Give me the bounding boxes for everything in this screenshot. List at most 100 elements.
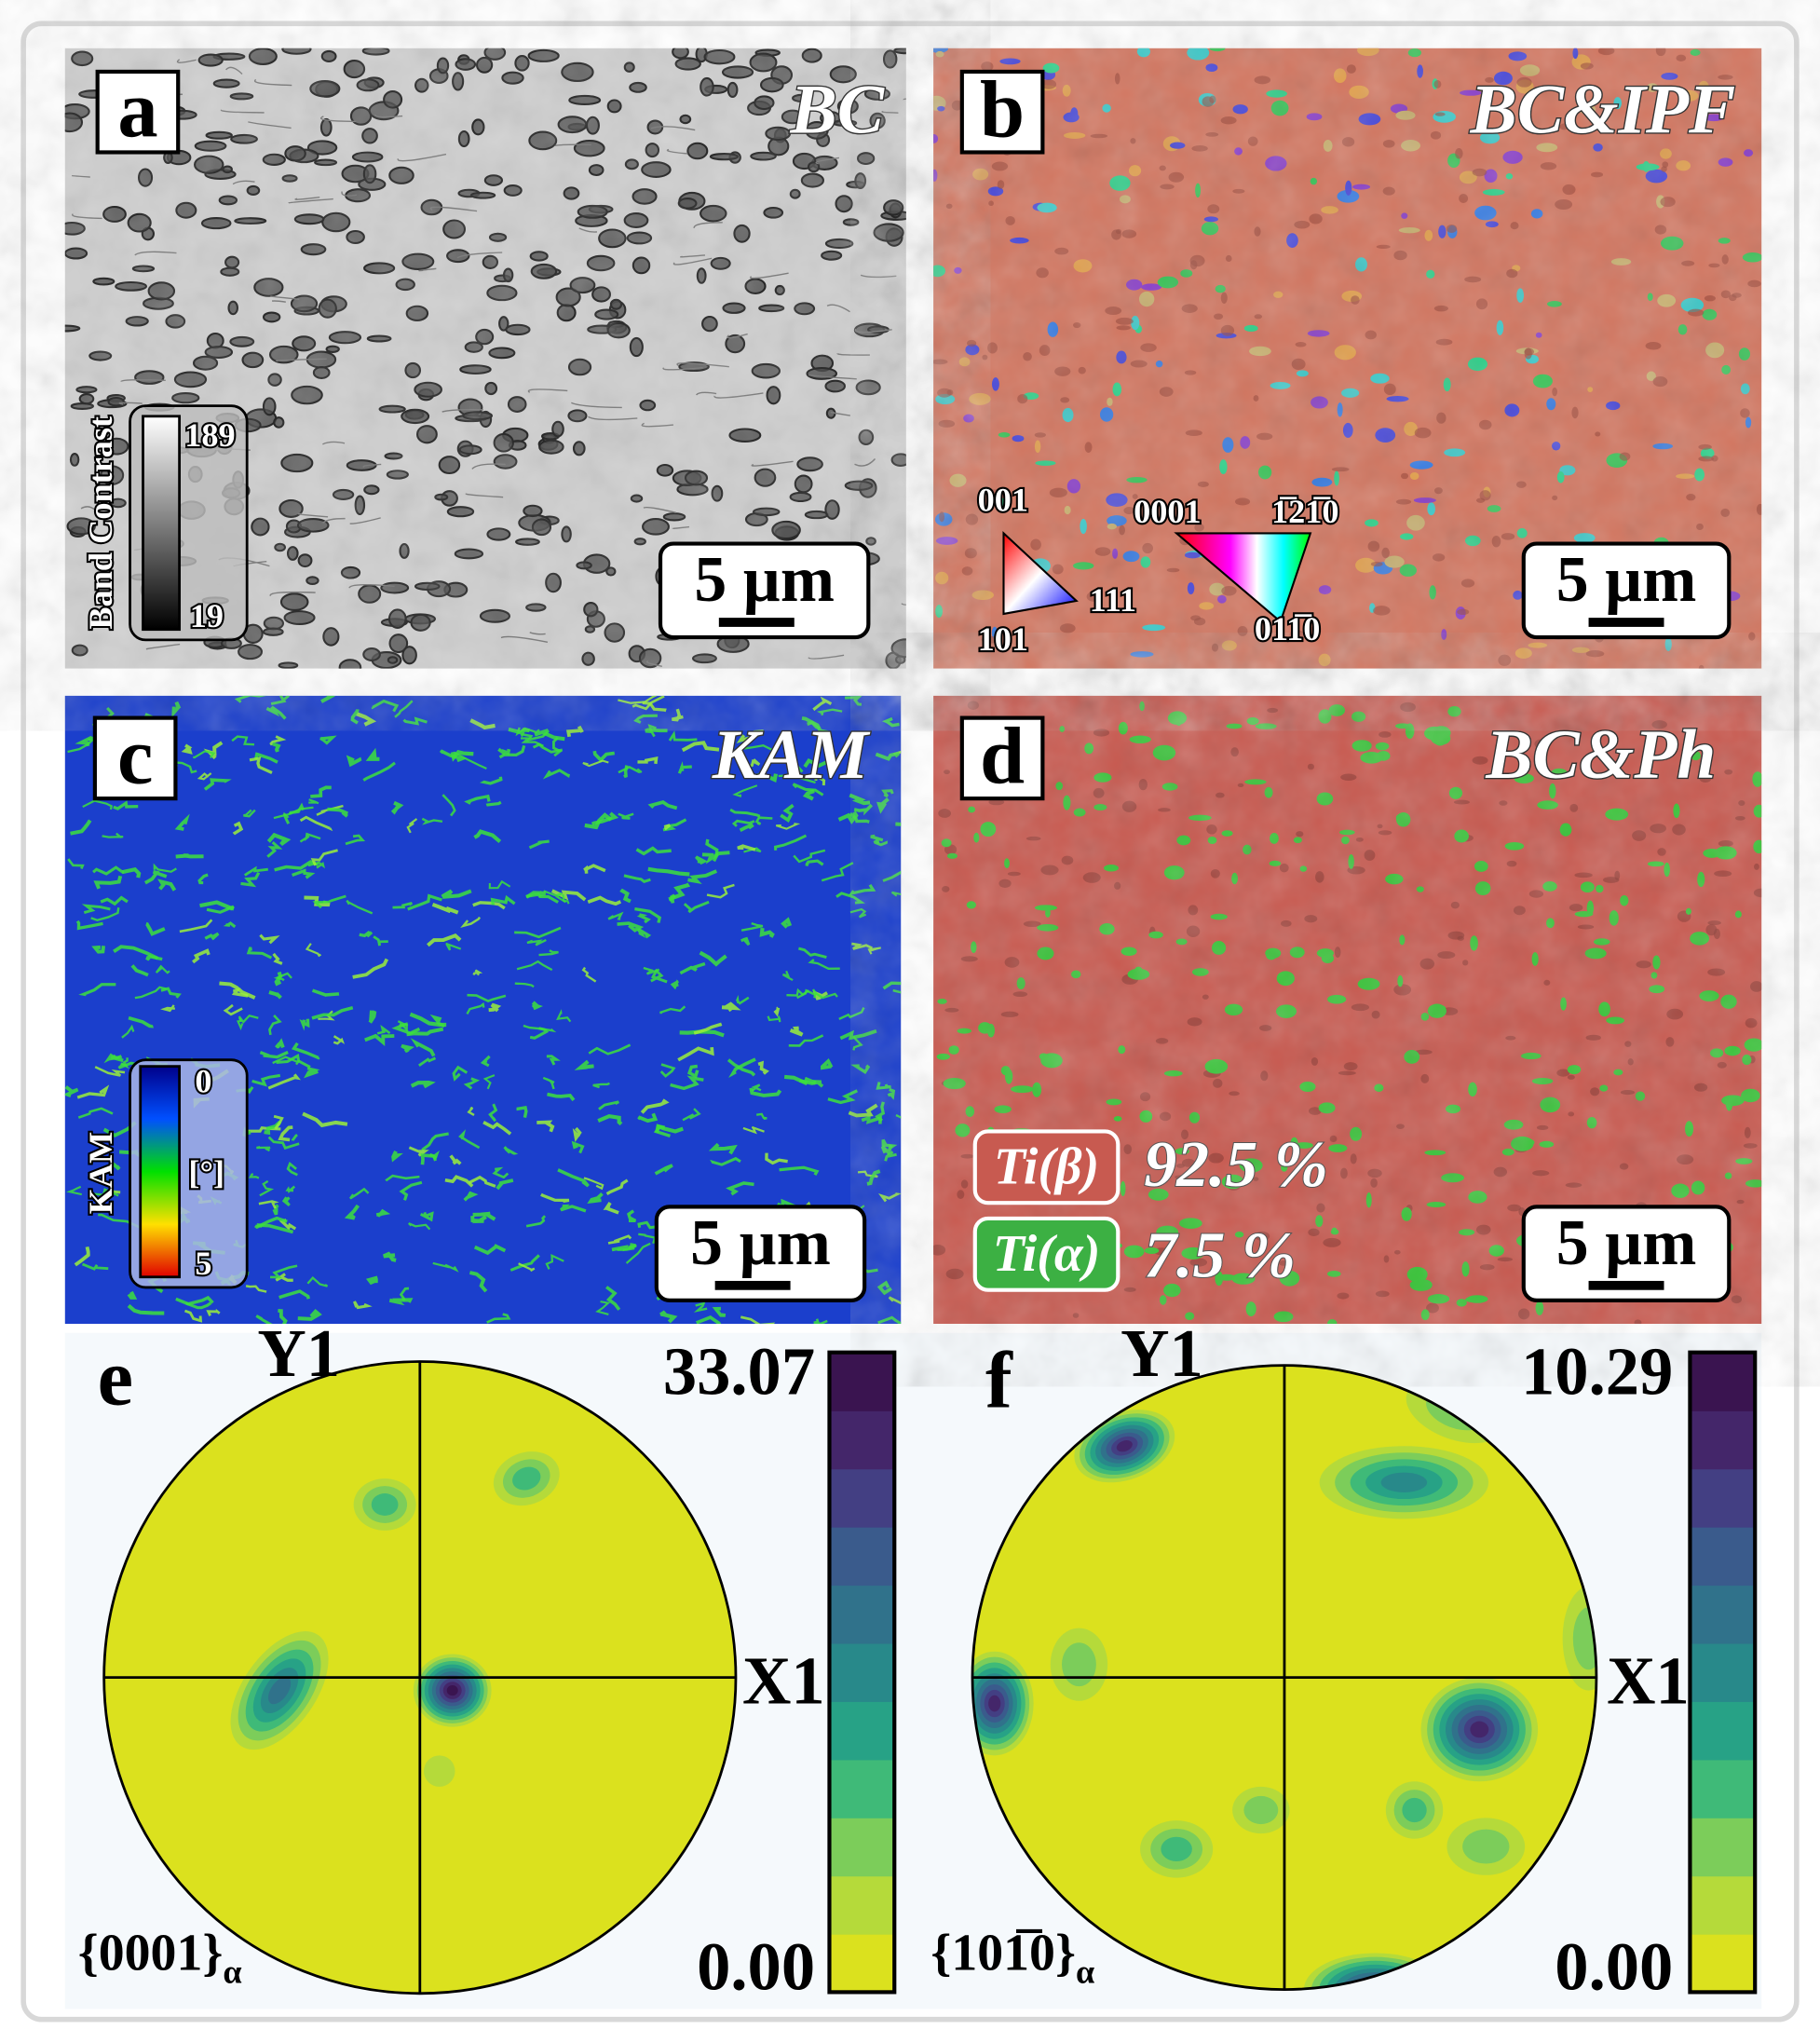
label-box	[959, 69, 1045, 155]
kam-line	[765, 1152, 788, 1165]
kam-line	[866, 1169, 881, 1186]
kam-line	[285, 1185, 296, 1193]
kam-line	[849, 907, 867, 919]
kam-line	[710, 1156, 741, 1166]
colorbar-band	[829, 1933, 895, 1994]
kam-line	[592, 750, 616, 763]
kam-line	[113, 945, 159, 960]
kam-line	[503, 1146, 519, 1155]
kam-line	[647, 800, 678, 810]
kam-line	[726, 1181, 754, 1196]
kam-line	[441, 794, 456, 817]
plane-label: {101̅0}α	[930, 1925, 1094, 1991]
colorbar	[827, 1350, 897, 1995]
kam-line	[712, 1306, 727, 1317]
kam-line	[185, 1301, 212, 1310]
kam-line	[468, 1175, 496, 1188]
kam-line	[174, 813, 190, 831]
panel-label: d	[980, 711, 1025, 800]
kam-line	[839, 1028, 877, 1041]
kam-line	[350, 709, 360, 725]
kam-line	[837, 810, 859, 824]
kam-line	[408, 1146, 429, 1157]
kam-line	[388, 1298, 414, 1306]
kam-line	[617, 1244, 637, 1251]
kam-line	[618, 695, 658, 704]
kam-line	[310, 849, 338, 866]
kam-line	[297, 1308, 322, 1321]
kam-line	[682, 1108, 701, 1122]
kam-line	[160, 1004, 175, 1013]
kam-line	[108, 1162, 121, 1171]
kam-line	[259, 933, 280, 945]
kam-line	[153, 863, 177, 873]
kam-line	[77, 1107, 114, 1119]
kam-line	[786, 765, 804, 773]
kam-line	[496, 1178, 514, 1191]
kam-line	[432, 1261, 459, 1273]
kam-line	[362, 761, 396, 782]
kam-line	[817, 708, 843, 716]
kam-line	[637, 1220, 656, 1230]
kam-line	[121, 866, 142, 878]
ipf-keys: 001 101 111 0001 1̅21̅0 011̅0	[975, 480, 1340, 661]
kam-line	[798, 1079, 824, 1088]
kam-line	[102, 832, 124, 838]
kam-line	[597, 1113, 623, 1126]
kam-line	[659, 1063, 676, 1078]
kam-line	[875, 751, 901, 761]
colorbar-band	[1690, 1875, 1756, 1935]
kam-line	[882, 870, 902, 882]
kam-line	[345, 834, 366, 846]
kam-line	[813, 1318, 828, 1325]
kam-line	[571, 1140, 585, 1154]
kam-line	[265, 705, 287, 720]
kam-line	[486, 1313, 511, 1324]
kam-line	[848, 883, 876, 896]
kam-line	[739, 823, 754, 833]
colorbar-outline	[827, 1350, 897, 1995]
legend-title: Band Contrast	[82, 416, 119, 630]
kam-line	[802, 789, 815, 801]
kam-line	[634, 907, 662, 923]
kam-line	[605, 1178, 629, 1195]
kam-line	[592, 1082, 610, 1089]
phase: α	[1076, 1954, 1094, 1991]
colorbar-band	[1690, 1933, 1756, 1994]
kam-line	[419, 1211, 434, 1222]
phase-box	[972, 1129, 1121, 1205]
kam-line	[355, 712, 377, 727]
colorbar-max: 33.07	[663, 1333, 815, 1409]
kam-line	[333, 1035, 346, 1045]
kam-line	[385, 1174, 420, 1182]
kam-line	[134, 986, 167, 1000]
kam-line	[310, 785, 332, 798]
kam-line	[76, 1084, 110, 1099]
kam-line	[516, 1105, 528, 1118]
kam-line	[82, 799, 114, 810]
kam-line	[687, 1064, 699, 1079]
kam-line	[268, 990, 282, 1000]
legend-colorbar	[142, 415, 182, 632]
kam-line	[779, 1165, 820, 1176]
kam-line	[773, 1006, 781, 1017]
kam-texture	[64, 695, 902, 1325]
kam-line	[399, 1180, 423, 1201]
kam-line	[873, 839, 888, 847]
kam-line	[757, 1060, 769, 1075]
kam-line	[127, 1290, 138, 1300]
kam-line	[305, 943, 322, 958]
kam-line	[774, 834, 808, 851]
kam-line	[365, 1275, 378, 1286]
kam-line	[268, 1015, 282, 1036]
kam-line	[721, 1001, 741, 1013]
kam-line	[526, 938, 547, 947]
kam-line	[452, 1065, 469, 1082]
kam-line	[740, 936, 751, 947]
kam-line	[545, 1253, 564, 1270]
kam-line	[444, 1175, 474, 1188]
kam-line	[821, 1058, 834, 1070]
kam-line	[406, 1027, 444, 1037]
label-box	[959, 715, 1045, 801]
kam-line	[632, 695, 665, 711]
